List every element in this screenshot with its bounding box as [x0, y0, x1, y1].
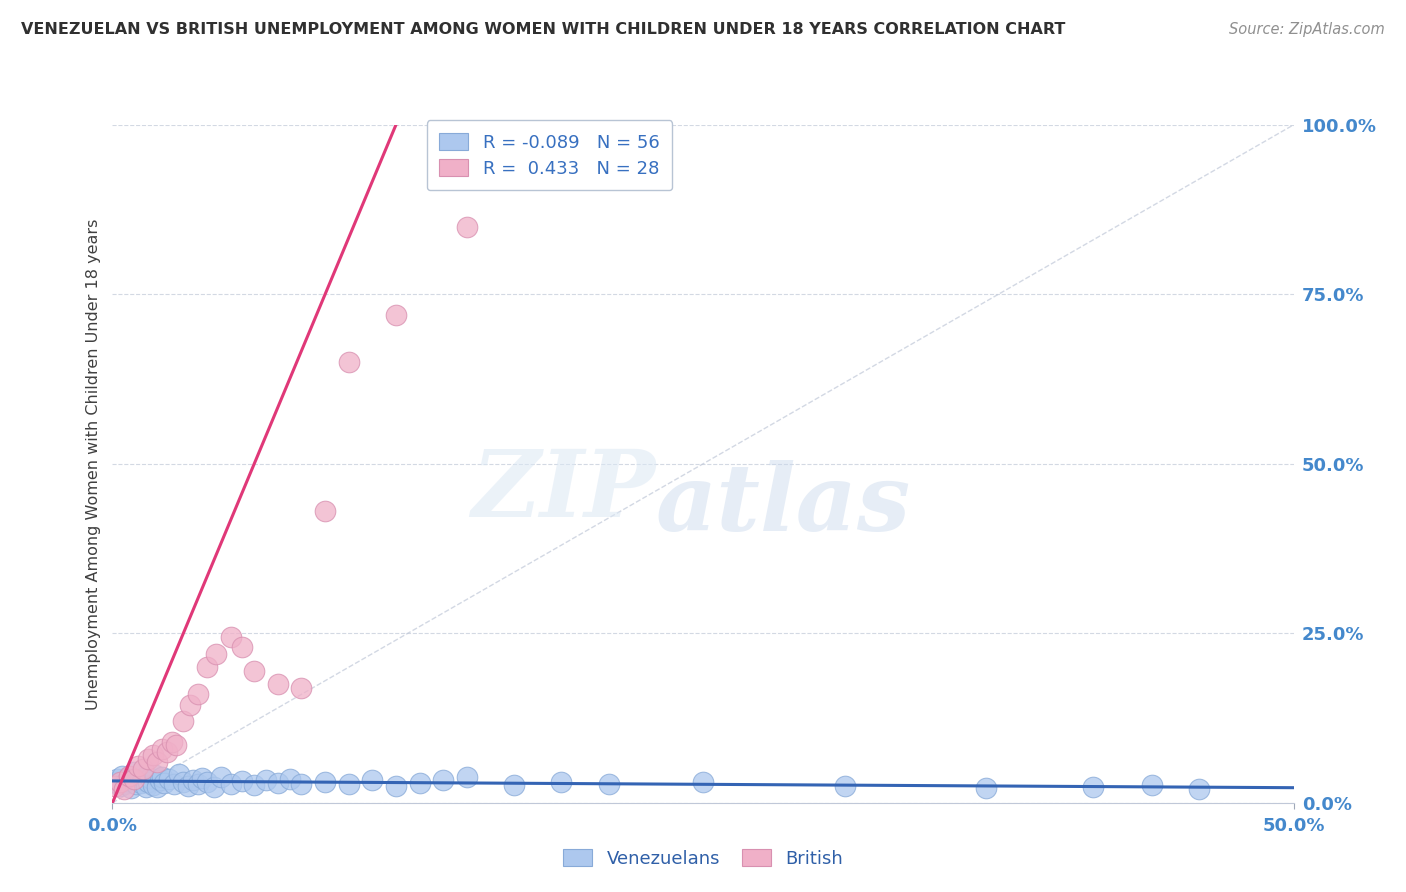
Point	[181, 773, 204, 788]
Point	[122, 765, 145, 780]
Point	[219, 630, 242, 644]
Point	[195, 775, 218, 789]
Point	[361, 773, 384, 788]
Point	[503, 778, 526, 792]
Text: ZIP: ZIP	[471, 446, 655, 536]
Text: Source: ZipAtlas.com: Source: ZipAtlas.com	[1229, 22, 1385, 37]
Point	[550, 774, 572, 789]
Point	[105, 772, 128, 786]
Point	[231, 774, 253, 789]
Point	[314, 775, 336, 789]
Point	[146, 780, 169, 795]
Point	[118, 770, 141, 784]
Point	[160, 735, 183, 749]
Point	[127, 773, 149, 788]
Point	[1140, 778, 1163, 792]
Point	[157, 772, 180, 786]
Point	[115, 774, 138, 789]
Point	[136, 774, 159, 789]
Point	[267, 677, 290, 691]
Point	[132, 772, 155, 786]
Point	[290, 681, 312, 695]
Text: VENEZUELAN VS BRITISH UNEMPLOYMENT AMONG WOMEN WITH CHILDREN UNDER 18 YEARS CORR: VENEZUELAN VS BRITISH UNEMPLOYMENT AMONG…	[21, 22, 1066, 37]
Point	[129, 776, 152, 790]
Point	[314, 504, 336, 518]
Point	[456, 219, 478, 234]
Point	[108, 775, 131, 789]
Point	[150, 770, 173, 784]
Point	[118, 769, 141, 783]
Point	[186, 687, 208, 701]
Point	[219, 777, 242, 791]
Point	[120, 780, 142, 795]
Point	[408, 776, 430, 790]
Point	[1188, 782, 1211, 797]
Point	[202, 780, 225, 794]
Point	[456, 770, 478, 784]
Point	[254, 772, 277, 787]
Point	[267, 776, 290, 790]
Point	[598, 777, 620, 791]
Point	[122, 772, 145, 786]
Point	[139, 771, 162, 785]
Point	[243, 664, 266, 678]
Point	[143, 768, 166, 782]
Point	[125, 777, 148, 791]
Point	[172, 774, 194, 789]
Point	[231, 640, 253, 654]
Point	[834, 779, 856, 793]
Point	[108, 779, 131, 793]
Point	[385, 779, 408, 793]
Point	[290, 777, 312, 791]
Point	[111, 769, 134, 783]
Point	[179, 698, 201, 712]
Point	[186, 777, 208, 791]
Point	[112, 782, 135, 797]
Text: atlas: atlas	[655, 459, 911, 549]
Point	[976, 780, 998, 795]
Point	[385, 308, 408, 322]
Point	[149, 772, 172, 787]
Point	[172, 714, 194, 729]
Point	[432, 772, 454, 787]
Point	[205, 647, 228, 661]
Point	[150, 741, 173, 756]
Point	[142, 778, 165, 792]
Point	[135, 780, 157, 794]
Point	[191, 772, 214, 786]
Point	[167, 767, 190, 781]
Point	[337, 355, 360, 369]
Point	[163, 777, 186, 791]
Point	[136, 752, 159, 766]
Y-axis label: Unemployment Among Women with Children Under 18 years: Unemployment Among Women with Children U…	[86, 219, 101, 709]
Point	[278, 772, 301, 786]
Point	[165, 738, 187, 752]
Point	[112, 777, 135, 791]
Point	[195, 660, 218, 674]
Point	[243, 778, 266, 792]
Point	[142, 748, 165, 763]
Legend: Venezuelans, British: Venezuelans, British	[555, 842, 851, 875]
Point	[1081, 780, 1104, 794]
Point	[146, 755, 169, 769]
Point	[209, 770, 232, 784]
Point	[337, 777, 360, 791]
Point	[104, 779, 127, 793]
Point	[156, 745, 179, 759]
Point	[104, 775, 127, 789]
Point	[692, 775, 714, 789]
Point	[132, 762, 155, 776]
Point	[177, 779, 200, 793]
Point	[153, 776, 176, 790]
Point	[127, 758, 149, 772]
